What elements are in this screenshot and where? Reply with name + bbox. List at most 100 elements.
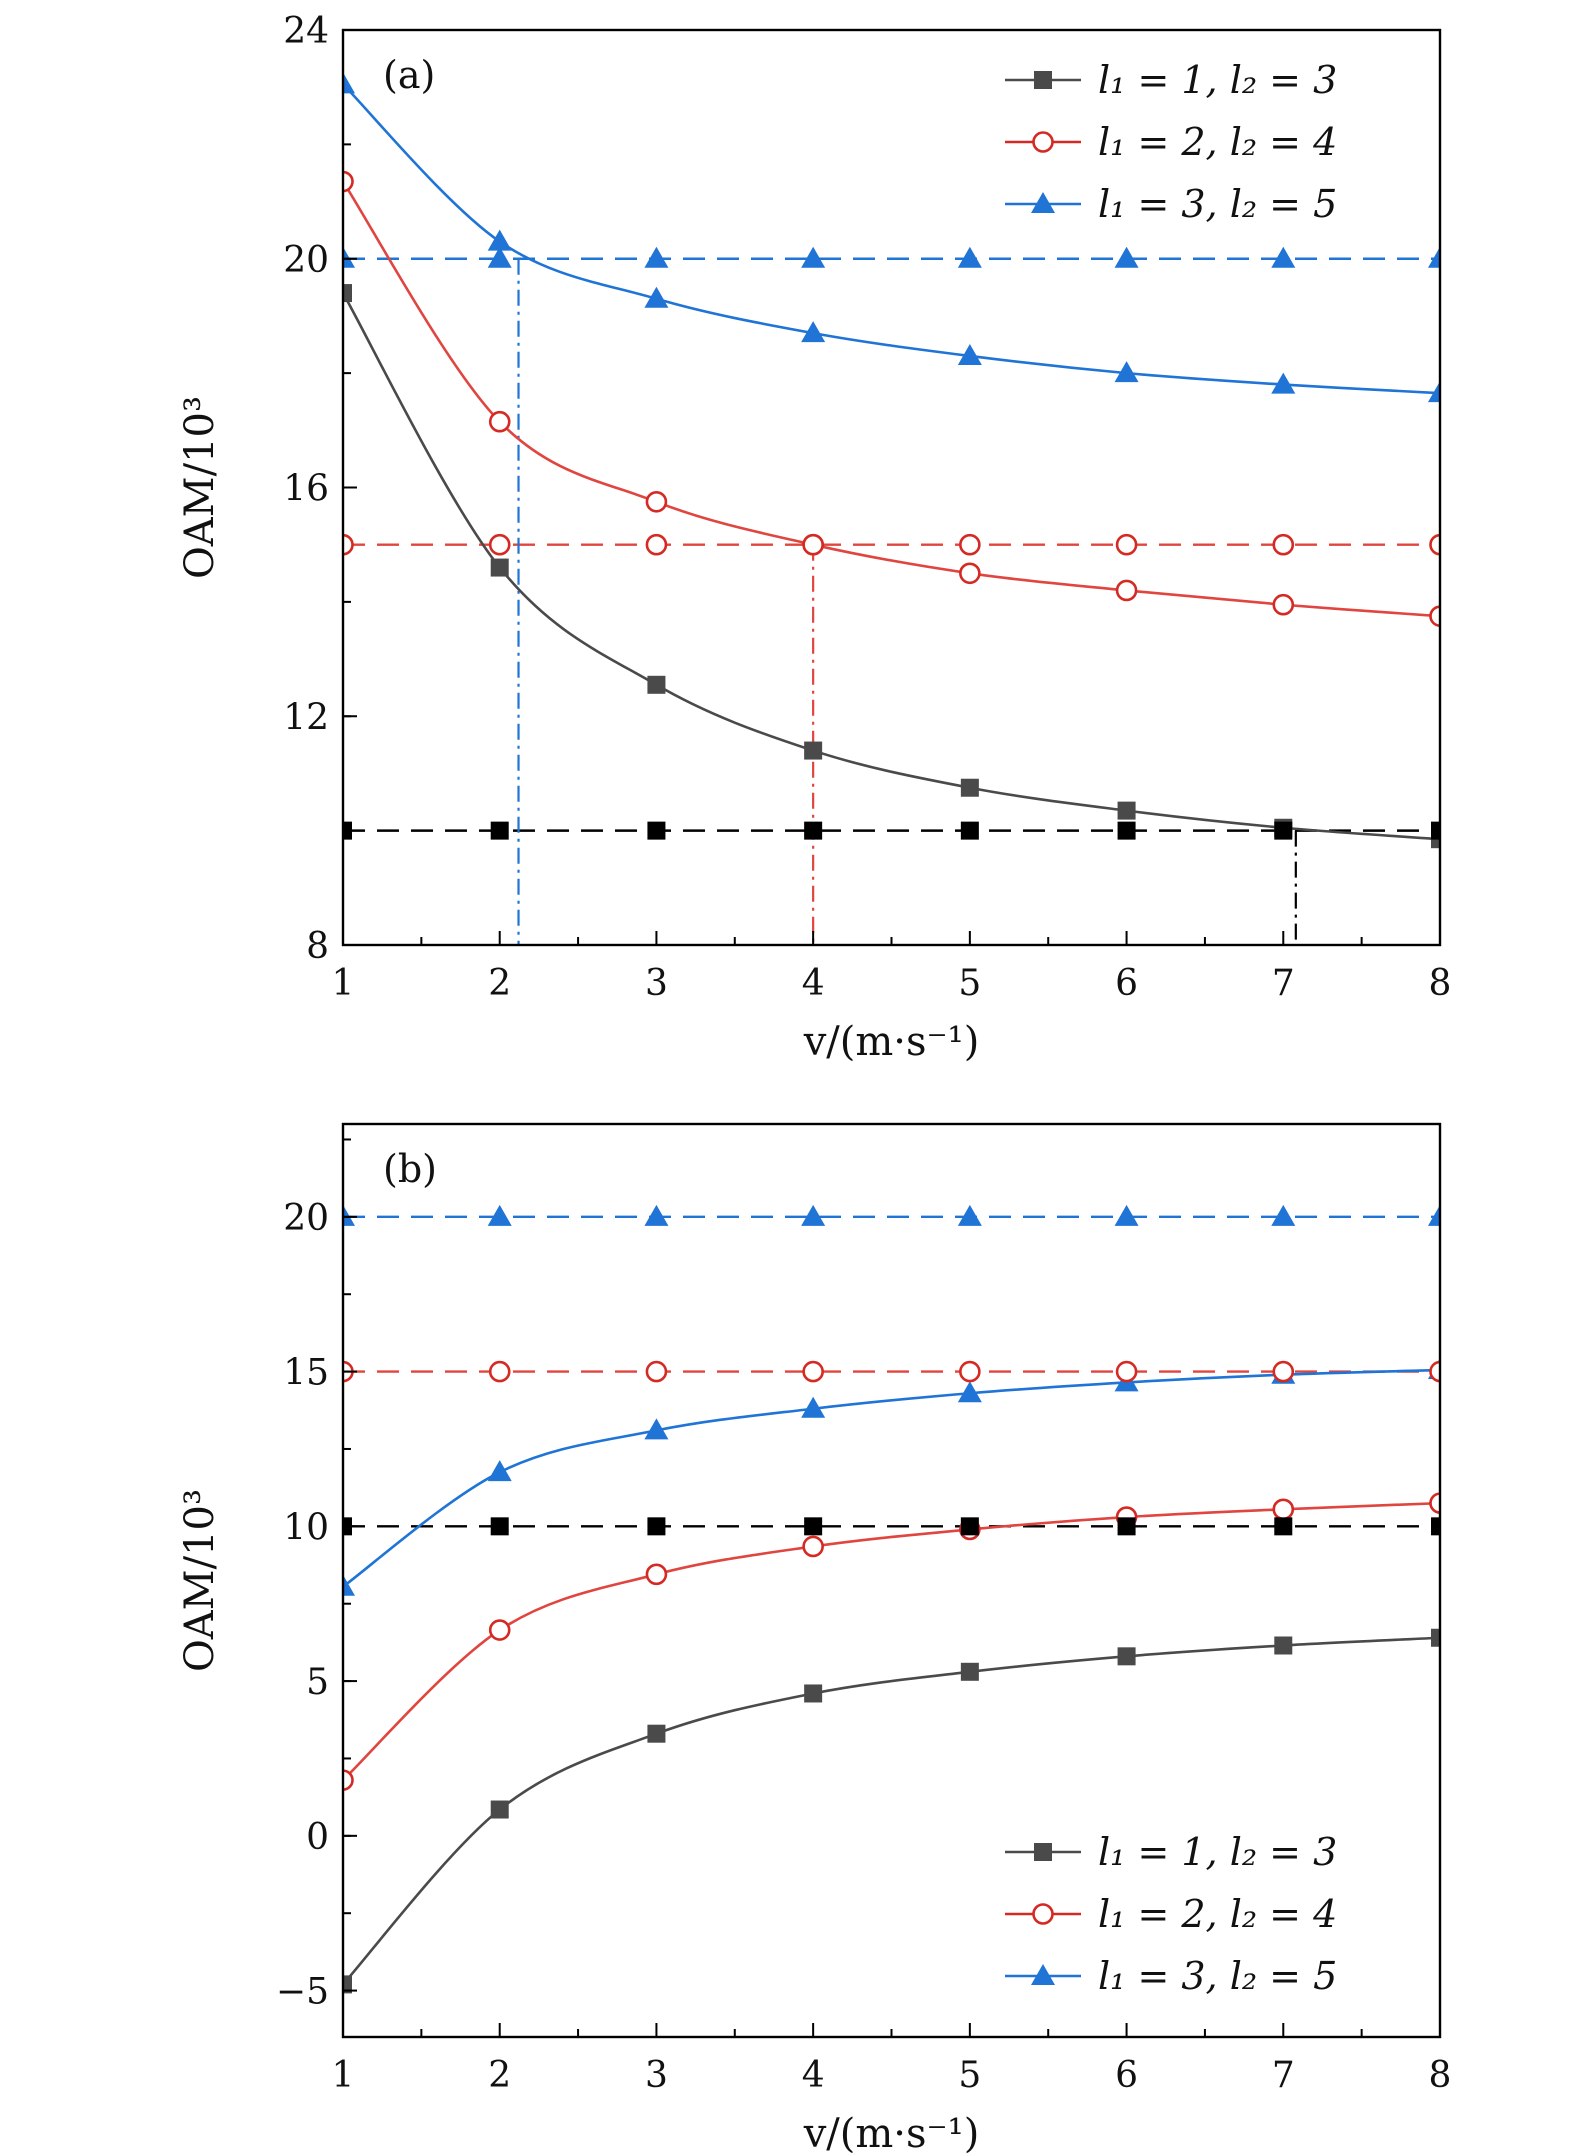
data-point-red-dashed [488, 1360, 511, 1383]
data-point-black_ref-dashed [1117, 821, 1136, 840]
x-tick-label: 2 [488, 963, 511, 1004]
data-point-black_ref-dashed [960, 1517, 979, 1536]
x-tick-label: 3 [645, 2055, 668, 2096]
x-tick-label: 5 [958, 963, 981, 1004]
data-point-black_ref-dashed [647, 821, 666, 840]
legend: l₁ = 1, l₂ = 3 l₁ = 2, l₂ = 4 l₁ = 3, l₂ =… [1005, 58, 1337, 226]
data-point-black_ref-dashed [1117, 1517, 1136, 1536]
data-point-black-solid [960, 778, 979, 797]
data-point-black-solid [343, 1975, 352, 1994]
data-point-red-solid [1272, 1498, 1295, 1521]
panel-b: 1 2 3 4 5 6 7 8 −5 0 5 10 15 20 (b) v/(m·s⁻¹) OAM/10³ l₁ … [177, 1122, 1451, 2156]
data-point-red-dashed [645, 1360, 668, 1383]
data-point-blue-dashed [801, 1204, 826, 1226]
legend-black-marker [1034, 71, 1052, 89]
y-tick-label: 5 [306, 1662, 329, 1703]
x-axis-label: v/(m·s⁻¹) [803, 2111, 980, 2156]
data-point-black-solid [804, 741, 823, 760]
data-point-black_ref-dashed [804, 1517, 823, 1536]
legend: l₁ = 1, l₂ = 3 l₁ = 2, l₂ = 4 l₁ = 3, l₂ =… [1005, 1830, 1337, 1998]
legend-entry: l₁ = 3, l₂ = 5 [1098, 182, 1337, 226]
data-point-red-solid [1115, 579, 1138, 602]
data-point-black-solid [1431, 1628, 1440, 1647]
y-tick-label: 12 [283, 697, 329, 738]
axes-frame [341, 28, 1442, 947]
y-tick-label: 15 [283, 1353, 329, 1394]
data-point-blue-solid [343, 1574, 355, 1596]
data-point-red-dashed [645, 533, 668, 556]
data-point-red-dashed [488, 533, 511, 556]
legend-blue-marker [1031, 1964, 1055, 1985]
data-point-black-solid [1274, 1636, 1293, 1655]
data-point-red-dashed [1272, 533, 1295, 556]
panel-label: (b) [383, 1147, 437, 1191]
y-tick-label: 10 [283, 1507, 329, 1548]
y-axis-label: OAM/10³ [177, 1489, 223, 1672]
data-point-red-solid [343, 170, 354, 193]
legend-entry: l₁ = 1, l₂ = 3 [1098, 1830, 1337, 1874]
x-tick-label: 7 [1272, 963, 1295, 1004]
data-point-red-solid [802, 1535, 824, 1558]
data-point-blue-dashed [487, 246, 512, 268]
data-point-blue-solid [644, 1418, 669, 1440]
legend-entry: l₁ = 3, l₂ = 5 [1098, 1954, 1337, 1998]
data-point-black_ref-dashed [960, 821, 979, 840]
data-point-blue-dashed [1114, 246, 1139, 268]
data-point-blue-dashed [343, 1204, 355, 1226]
legend-entry: l₁ = 1, l₂ = 3 [1098, 58, 1337, 102]
data-point-red-dashed [1429, 533, 1440, 556]
data-point-black-solid [647, 675, 666, 694]
legend-red-marker [1032, 131, 1054, 153]
data-point-blue-solid [801, 321, 826, 343]
data-point-blue-solid [957, 1381, 982, 1403]
x-tick-label: 1 [332, 2055, 355, 2096]
data-point-red-dashed [802, 1360, 824, 1383]
data-point-black-solid [1117, 801, 1136, 820]
data-point-blue-solid [1428, 381, 1440, 403]
data-point-red-solid [645, 490, 668, 513]
y-tick-label: 24 [283, 11, 329, 52]
data-point-red-solid [488, 410, 511, 433]
data-point-blue-dashed [957, 246, 982, 268]
data-point-red-solid [1272, 593, 1295, 616]
data-point-red-dashed [1115, 1360, 1138, 1383]
x-tick-label: 7 [1272, 2055, 1295, 2096]
data-point-black-solid [960, 1662, 979, 1681]
data-point-black_ref-dashed [647, 1517, 666, 1536]
x-axis-label: v/(m·s⁻¹) [803, 1019, 980, 1065]
data-point-black_ref-dashed [1274, 1517, 1293, 1536]
data-point-black_ref-dashed [1274, 821, 1293, 840]
data-point-red-solid [645, 1563, 668, 1586]
plot-area [343, 72, 1440, 945]
data-point-red-solid [343, 1769, 354, 1791]
data-point-blue-dashed [1428, 246, 1440, 268]
legend-red-marker [1032, 1903, 1054, 1925]
data-point-blue-dashed [1271, 1204, 1296, 1226]
data-point-red-solid [488, 1619, 511, 1641]
x-tick-label: 6 [1115, 2055, 1138, 2096]
y-axis-label: OAM/10³ [177, 396, 223, 579]
data-point-blue-solid [801, 1396, 826, 1418]
y-tick-label: 16 [283, 469, 329, 510]
data-point-red-dashed [802, 533, 824, 556]
x-tick-label: 1 [332, 963, 355, 1004]
data-point-red-solid [1429, 1492, 1440, 1514]
data-point-black_ref-dashed [490, 1517, 509, 1536]
data-point-blue-dashed [801, 246, 826, 268]
legend-black-marker [1034, 1843, 1052, 1861]
data-point-blue-solid [1114, 361, 1139, 383]
data-point-red-solid [959, 562, 981, 585]
data-point-red-dashed [343, 533, 354, 556]
data-point-black_ref-dashed [1431, 1517, 1440, 1536]
data-point-blue-solid [1271, 372, 1296, 394]
x-tick-label: 8 [1429, 963, 1452, 1004]
data-point-blue-dashed [343, 246, 355, 268]
data-point-black-solid [804, 1684, 823, 1703]
data-point-blue-dashed [957, 1204, 982, 1226]
data-point-red-dashed [1429, 1360, 1440, 1383]
data-point-blue-dashed [1271, 246, 1296, 268]
x-tick-label: 2 [488, 2055, 511, 2096]
data-point-red-dashed [959, 533, 981, 556]
data-point-blue-solid [644, 286, 669, 308]
